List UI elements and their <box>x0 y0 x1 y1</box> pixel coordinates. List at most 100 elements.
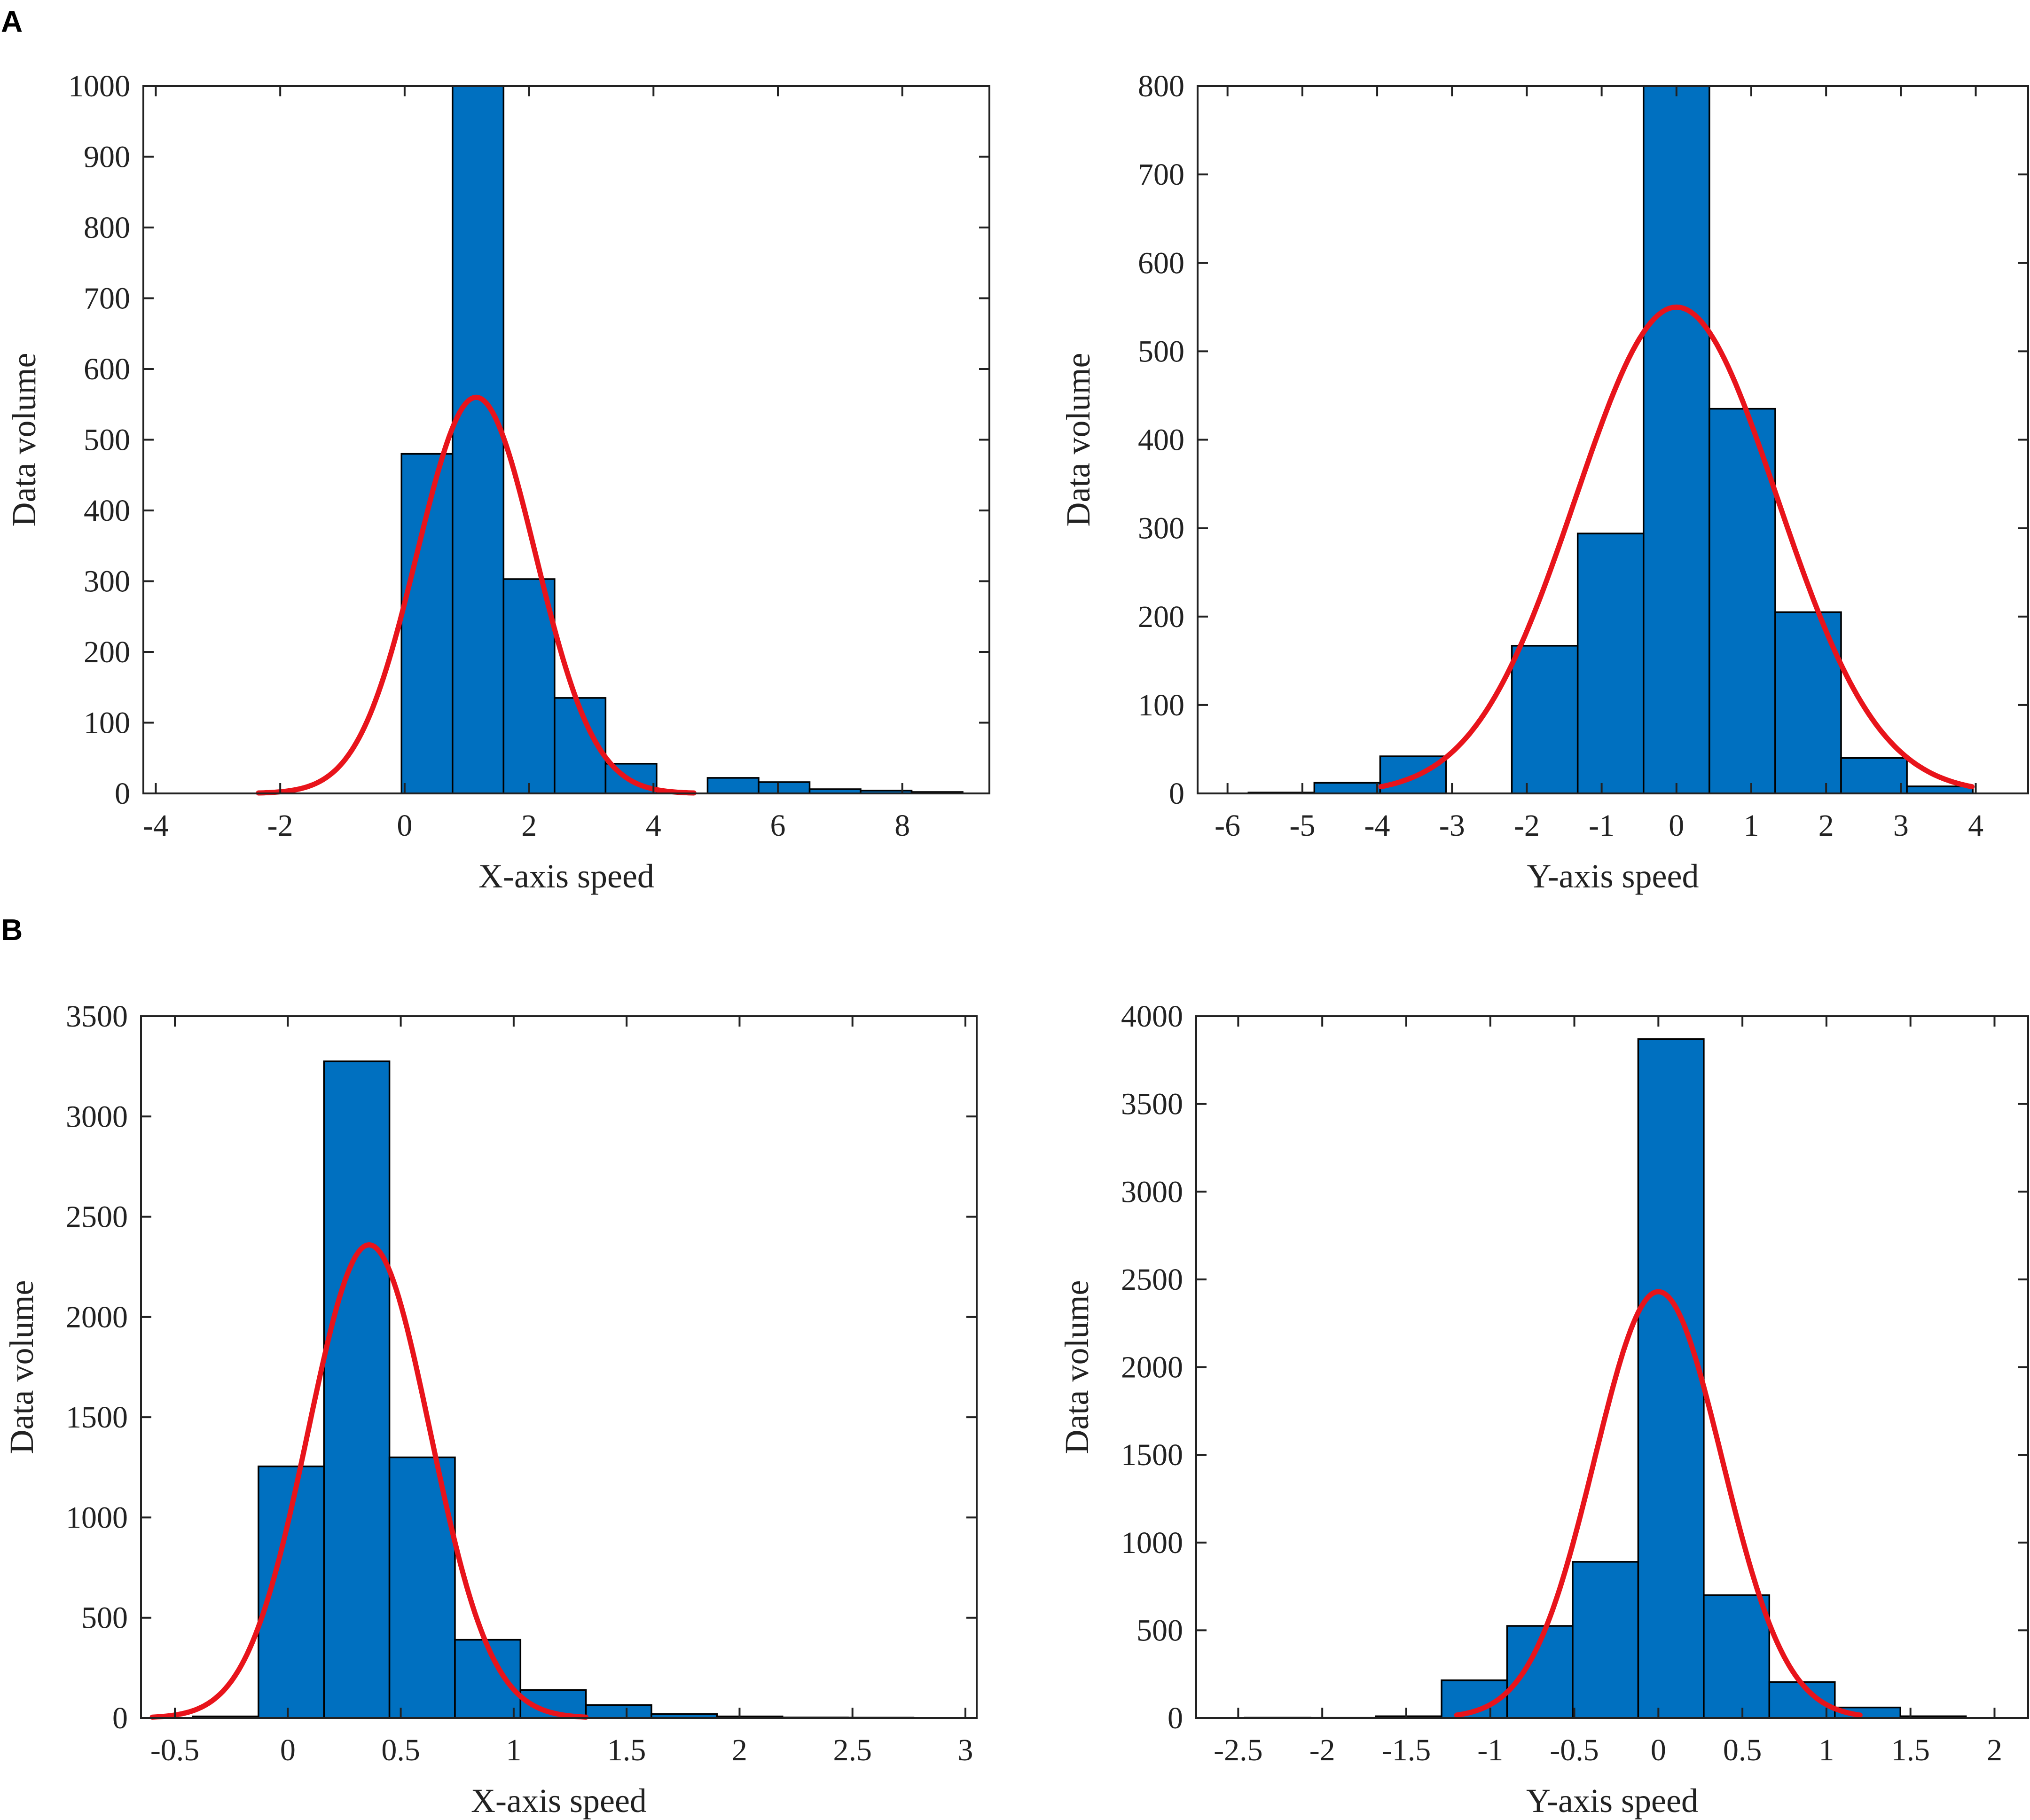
x-tick-label: -1 <box>1477 1733 1503 1767</box>
y-tick-label: 300 <box>84 565 130 599</box>
normal-fit-curve <box>1454 1289 1863 1718</box>
y-tick-label: 3500 <box>66 999 128 1034</box>
histogram-bar <box>454 1639 522 1719</box>
plot-frame <box>142 85 990 794</box>
y-tick-label: 700 <box>1138 157 1184 192</box>
x-tick-label: -0.5 <box>150 1733 199 1767</box>
x-tick-label: -1 <box>1589 808 1615 843</box>
y-tick-label: 2000 <box>66 1300 128 1334</box>
normal-fit-curve <box>1378 304 1975 790</box>
histogram-bar <box>1906 785 1974 794</box>
x-tick-label: -4 <box>143 808 169 843</box>
x-tick-label: 8 <box>894 808 910 843</box>
y-tick-label: 1500 <box>1121 1438 1183 1472</box>
x-tick-label: -5 <box>1289 808 1315 843</box>
y-tick-label: 500 <box>81 1601 128 1635</box>
histogram-bar <box>758 781 811 794</box>
x-tick-label: 2 <box>1987 1733 2002 1767</box>
x-tick-label: -2 <box>1514 808 1540 843</box>
x-axis-title: X-axis speed <box>471 1782 647 1820</box>
chart-1: -4 -2 0 2 4 6 8 0 100 200 300 400 500 600 700 800 900 100… <box>5 69 990 895</box>
x-tick-label: -2 <box>267 808 293 843</box>
x-tick-label: 1.5 <box>1891 1733 1930 1767</box>
y-tick-label: 200 <box>1138 600 1184 634</box>
x-tick-label: -1.5 <box>1382 1733 1431 1767</box>
y-tick-label: 200 <box>84 635 130 669</box>
x-tick-label: 4 <box>1968 808 1983 843</box>
histogram-bar <box>323 1060 391 1719</box>
x-tick-label: 0.5 <box>381 1733 420 1767</box>
y-tick-label: 0 <box>115 777 130 811</box>
y-tick-label: 1000 <box>1121 1526 1183 1560</box>
y-tick-label: 400 <box>84 494 130 528</box>
y-tick-label: 500 <box>84 423 130 457</box>
y-tick-label: 400 <box>1138 423 1184 457</box>
x-axis-title: X-axis speed <box>478 857 654 895</box>
x-tick-label: 2.5 <box>833 1733 872 1767</box>
x-tick-label: 1 <box>1744 808 1759 843</box>
x-tick-label: -3 <box>1439 808 1465 843</box>
y-tick-label: 700 <box>84 282 130 316</box>
x-tick-label: 4 <box>646 808 661 843</box>
x-tick-label: -4 <box>1364 808 1390 843</box>
y-axis-title: Data volume <box>3 1280 40 1454</box>
y-tick-label: 2000 <box>1121 1350 1183 1385</box>
x-tick-label: 0 <box>1651 1733 1666 1767</box>
y-tick-label: 2500 <box>1121 1263 1183 1297</box>
y-axis-title: Data volume <box>5 353 43 527</box>
x-tick-label: 0 <box>397 808 412 843</box>
y-tick-label: 3000 <box>66 1099 128 1134</box>
x-tick-label: -6 <box>1215 808 1240 843</box>
x-tick-label: 0 <box>1669 808 1684 843</box>
panel-label-b: B <box>1 913 23 947</box>
chart-3: -0.5 0 0.5 1 1.5 2 2.5 3 0 500 1000 1500 2000 2500 300… <box>3 999 978 1820</box>
chart-2: -6 -5 -4 -3 -2 -1 0 1 2 3 4 0 100 200 300 400 500 600 700 8… <box>1059 69 2029 895</box>
histogram-bar <box>1643 85 1710 794</box>
histogram-bar <box>585 1704 652 1719</box>
histogram-bar <box>1709 408 1776 794</box>
x-tick-label: 0.5 <box>1723 1733 1762 1767</box>
y-tick-label: 500 <box>1138 334 1184 369</box>
x-tick-label: -2.5 <box>1214 1733 1262 1767</box>
histogram-bar <box>1840 757 1908 794</box>
x-tick-label: 2 <box>732 1733 747 1767</box>
x-tick-label: 6 <box>770 808 786 843</box>
histogram-bar <box>502 578 556 794</box>
x-tick-label: 3 <box>1893 808 1909 843</box>
y-tick-label: 0 <box>1168 1701 1183 1735</box>
histogram-bar <box>1313 782 1381 794</box>
y-tick-label: 1000 <box>66 1500 128 1535</box>
x-axis-title: Y-axis speed <box>1527 857 1699 895</box>
normal-fit-curve <box>149 1242 589 1720</box>
x-axis-title: Y-axis speed <box>1526 1782 1698 1820</box>
histogram-bar <box>706 777 760 794</box>
histogram-bar <box>1511 645 1579 794</box>
x-tick-label: 1.5 <box>607 1733 646 1767</box>
y-tick-label: 0 <box>112 1701 128 1735</box>
histogram-bar <box>1637 1038 1705 1719</box>
x-tick-label: -0.5 <box>1550 1733 1599 1767</box>
y-tick-label: 900 <box>84 140 130 174</box>
histogram-bar <box>1576 533 1645 794</box>
y-tick-label: 3000 <box>1121 1175 1183 1209</box>
panel-label-a: A <box>1 5 23 39</box>
y-tick-label: 1500 <box>66 1400 128 1435</box>
x-tick-label: 0 <box>280 1733 296 1767</box>
y-tick-label: 100 <box>1138 688 1184 722</box>
x-tick-label: -2 <box>1309 1733 1335 1767</box>
chart-4: -2.5 -2 -1.5 -1 -0.5 0 0.5 1 1.5 2 0 500 1000 1500 200… <box>1058 999 2029 1820</box>
plot-frame <box>140 1015 978 1719</box>
histogram-bar <box>1703 1594 1771 1719</box>
y-tick-label: 600 <box>84 352 130 386</box>
y-tick-label: 100 <box>84 706 130 740</box>
y-tick-label: 800 <box>1138 69 1184 103</box>
y-tick-label: 600 <box>1138 246 1184 280</box>
x-tick-label: 1 <box>506 1733 521 1767</box>
y-tick-label: 800 <box>84 211 130 245</box>
histogram-bar <box>1572 1561 1639 1719</box>
y-tick-label: 3500 <box>1121 1087 1183 1122</box>
x-tick-label: 2 <box>521 808 537 843</box>
y-tick-label: 1000 <box>68 69 130 103</box>
y-axis-title: Data volume <box>1059 353 1097 527</box>
